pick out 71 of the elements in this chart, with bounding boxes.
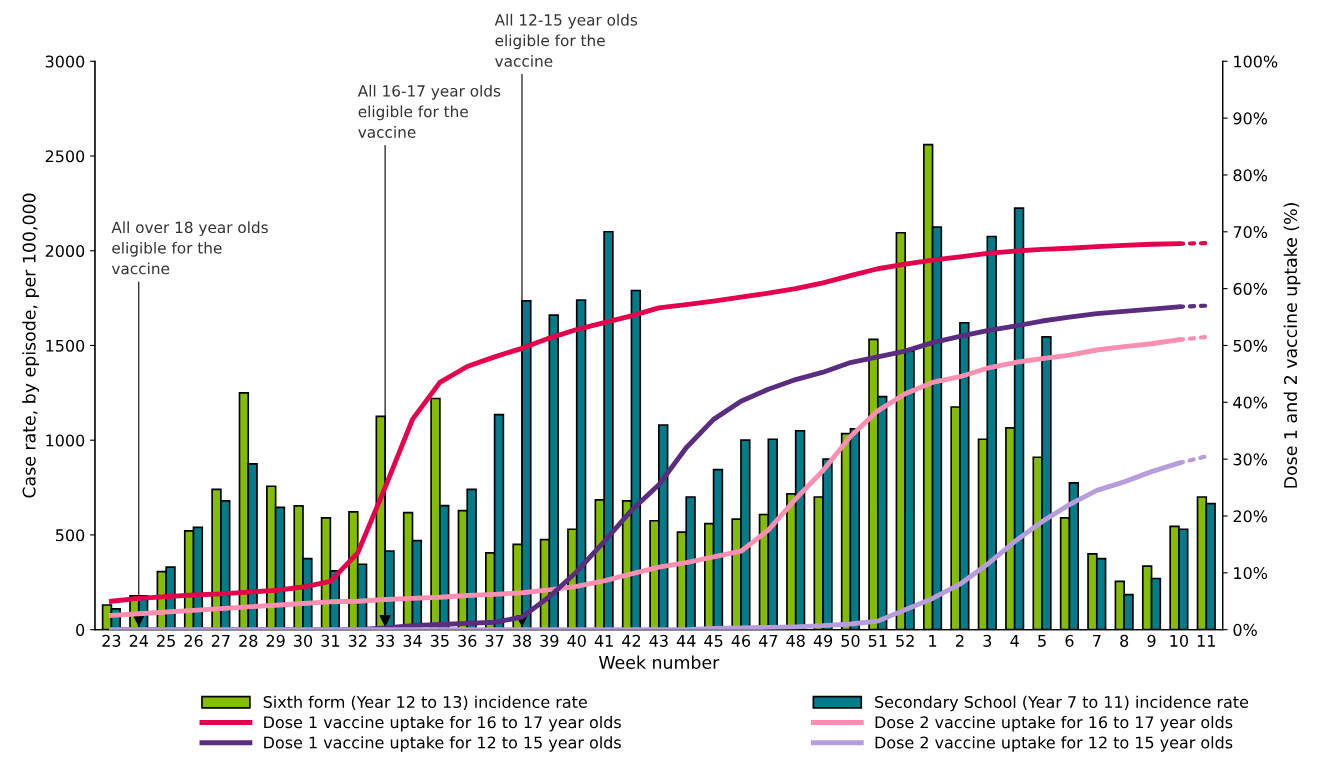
x-tick-label: 46 xyxy=(731,634,751,647)
x-tick-label: 45 xyxy=(704,635,723,647)
x-tick-label: 52 xyxy=(896,634,914,647)
y-tick-label: 0 xyxy=(76,623,85,636)
x-tick-label: 36 xyxy=(458,634,477,647)
x-tick-label: 1 xyxy=(929,635,937,647)
x-tick-label: 23 xyxy=(102,634,121,647)
legend-label: Dose 2 vaccine uptake for 16 to 17 year olds xyxy=(875,715,1233,732)
y2-tick-label: 50% xyxy=(1233,339,1268,352)
x-tick-label: 24 xyxy=(129,634,149,647)
x-tick-label: 51 xyxy=(868,635,887,647)
x-tick-label: 8 xyxy=(1120,634,1129,647)
x-tick-label: 34 xyxy=(403,634,422,647)
x-tick-label: 9 xyxy=(1147,634,1156,647)
x-tick-label: 31 xyxy=(321,634,340,647)
y-tick-label: 2500 xyxy=(45,150,85,163)
x-tick-label: 11 xyxy=(1197,635,1215,647)
y-tick-label: 500 xyxy=(55,529,85,542)
x-tick-label: 33 xyxy=(376,634,394,647)
x-tick-label: 29 xyxy=(266,634,285,647)
x-tick-label: 40 xyxy=(567,634,586,647)
y-tick-label: 1000 xyxy=(46,434,85,447)
y2-tick-label: 10% xyxy=(1234,567,1268,580)
x-tick-label: 38 xyxy=(513,634,532,647)
y2-tick-label: 30% xyxy=(1233,453,1268,466)
y2-tick-label: 40% xyxy=(1233,396,1268,409)
y2-tick-label: 20% xyxy=(1233,510,1268,523)
x-tick-label: 2 xyxy=(956,634,964,647)
x-axis-title: Week number xyxy=(599,655,720,669)
x-tick-label: 5 xyxy=(1038,635,1046,647)
x-tick-label: 43 xyxy=(649,634,668,647)
x-tick-label: 26 xyxy=(184,634,203,647)
x-tick-label: 44 xyxy=(676,635,696,647)
legend-label: Dose 2 vaccine uptake for 12 to 15 year olds xyxy=(875,736,1233,752)
x-tick-label: 41 xyxy=(594,635,613,647)
x-tick-label: 4 xyxy=(1010,635,1019,647)
x-tick-label: 35 xyxy=(430,634,449,647)
legend-label: Secondary School (Year 7 to 11) incidence rate xyxy=(875,695,1249,712)
x-tick-label: 25 xyxy=(157,634,175,647)
x-tick-label: 27 xyxy=(211,634,230,647)
x-tick-label: 7 xyxy=(1093,635,1101,647)
x-tick-label: 39 xyxy=(540,634,559,647)
y2-axis-title: Dose 1 and 2 vaccine uptake (%) xyxy=(1283,203,1301,488)
annotation: All 12-15 year olds eligible for the vaccine xyxy=(494,13,638,67)
y2-tick-label: 80% xyxy=(1233,169,1268,182)
y2-tick-label: 70% xyxy=(1233,226,1268,239)
y-tick-label: 2000 xyxy=(45,244,85,258)
annotation: All over 18 year olds eligible for the vaccine xyxy=(111,221,268,275)
y2-tick-label: 90% xyxy=(1233,112,1268,125)
annotation: All 16-17 year olds eligible for the vaccine xyxy=(357,84,501,138)
x-tick-label: 28 xyxy=(239,634,258,647)
x-tick-label: 50 xyxy=(841,634,860,647)
y-tick-label: 1500 xyxy=(46,339,85,352)
x-tick-label: 48 xyxy=(786,634,805,647)
x-tick-label: 3 xyxy=(983,634,992,647)
x-tick-label: 42 xyxy=(622,634,641,647)
y2-tick-label: 60% xyxy=(1233,282,1268,295)
y-tick-label: 3000 xyxy=(45,55,85,68)
x-tick-label: 10 xyxy=(1170,634,1189,647)
x-tick-label: 49 xyxy=(813,634,833,647)
x-tick-label: 37 xyxy=(485,634,504,647)
legend-label: Sixth form (Year 12 to 13) incidence rate xyxy=(263,695,587,710)
y-axis-title: Case rate, by episode, per 100,000 xyxy=(22,193,40,498)
x-tick-label: 32 xyxy=(348,634,367,647)
legend-label: Dose 1 vaccine uptake for 16 to 17 year olds xyxy=(264,715,621,732)
x-tick-label: 30 xyxy=(294,634,313,647)
x-tick-label: 47 xyxy=(758,635,778,647)
legend-label: Dose 1 vaccine uptake for 12 to 15 year olds xyxy=(264,736,621,752)
y2-tick-label: 0% xyxy=(1233,623,1257,636)
y2-tick-label: 100% xyxy=(1234,55,1278,68)
x-tick-label: 6 xyxy=(1065,634,1074,647)
